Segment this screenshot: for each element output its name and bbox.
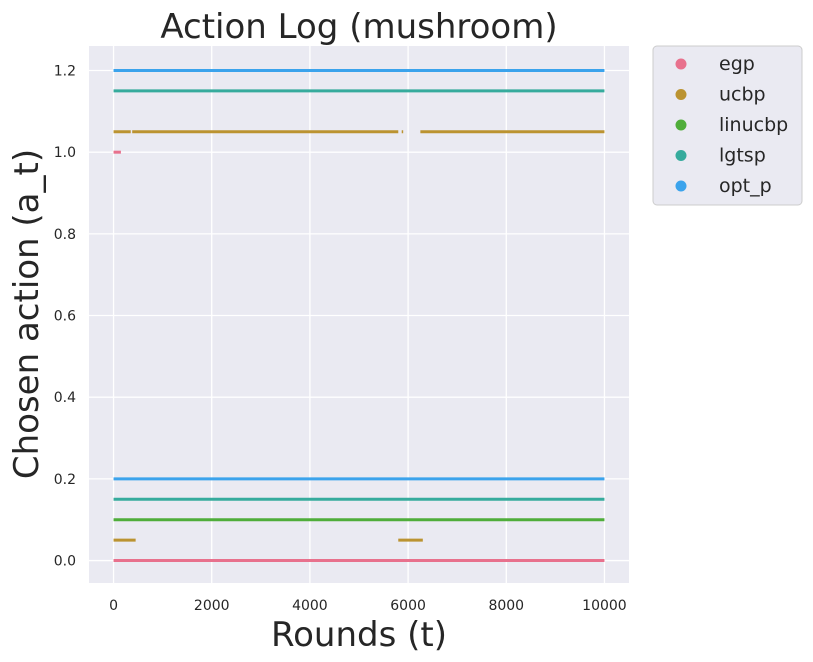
legend-item-lgtsp: lgtsp [675,145,766,167]
x-tick-label: 10000 [582,598,627,614]
y-tick-label: 1.2 [54,64,76,80]
y-tick-labels: 0.0 0.2 0.4 0.6 0.8 1.0 1.2 [54,64,76,570]
x-tick-label: 0 [109,598,118,614]
series-opt-p [113,69,605,481]
legend-label: opt_p [719,175,772,197]
x-tick-label: 4000 [292,598,328,614]
x-tick-label: 6000 [390,598,426,614]
legend-marker [675,58,687,70]
series-lgtsp [113,89,605,501]
y-tick-label: 0.4 [54,390,76,406]
series-ucbp [113,130,605,542]
series-egp [113,150,605,563]
legend-marker [675,119,687,131]
legend-label: egp [719,53,755,75]
legend-label: lgtsp [719,145,766,167]
y-tick-label: 0.0 [54,554,76,570]
legend-item-opt-p: opt_p [675,175,772,197]
legend-marker [675,180,687,192]
legend-item-egp: egp [675,53,755,75]
legend-item-ucbp: ucbp [675,84,766,106]
plot-background [89,46,629,583]
y-tick-label: 0.8 [54,227,76,243]
x-tick-label: 2000 [194,598,230,614]
y-tick-label: 1.0 [54,145,76,161]
legend-label: linucbp [719,114,788,136]
legend-marker [675,89,687,100]
x-tick-label: 8000 [488,598,524,614]
legend-box [652,45,803,206]
chart-title: Action Log (mushroom) [160,7,557,47]
legend: egp ucbp linucbp lgtsp opt_p [652,45,803,206]
legend-item-linucbp: linucbp [675,114,788,136]
legend-marker [675,150,687,161]
y-tick-label: 0.2 [54,472,76,488]
legend-label: ucbp [719,84,766,106]
y-tick-label: 0.6 [54,309,76,325]
x-axis-label: Rounds (t) [271,615,447,655]
y-axis-label: Chosen action (a_t) [7,149,47,479]
data-series [113,69,605,563]
x-tick-labels: 0 2000 4000 6000 8000 10000 [109,598,627,614]
